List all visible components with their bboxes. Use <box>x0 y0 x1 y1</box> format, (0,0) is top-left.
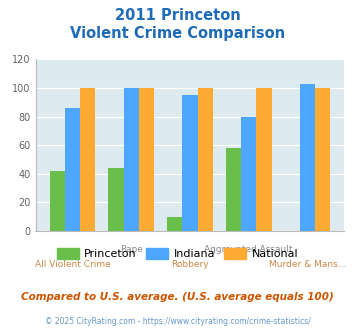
Bar <box>65 108 80 231</box>
Bar <box>182 95 198 231</box>
Bar <box>167 217 182 231</box>
Bar <box>50 171 65 231</box>
Bar <box>80 88 95 231</box>
Text: Violent Crime Comparison: Violent Crime Comparison <box>70 26 285 41</box>
Bar <box>300 84 315 231</box>
Text: All Violent Crime: All Violent Crime <box>34 260 110 269</box>
Text: Rape: Rape <box>120 245 143 254</box>
Bar <box>108 168 124 231</box>
Text: Compared to U.S. average. (U.S. average equals 100): Compared to U.S. average. (U.S. average … <box>21 292 334 302</box>
Text: 2011 Princeton: 2011 Princeton <box>115 8 240 23</box>
Bar <box>315 88 330 231</box>
Legend: Princeton, Indiana, National: Princeton, Indiana, National <box>52 244 303 263</box>
Text: Aggravated Assault: Aggravated Assault <box>204 245 293 254</box>
Bar <box>226 148 241 231</box>
Text: Murder & Mans...: Murder & Mans... <box>269 260 346 269</box>
Bar <box>256 88 272 231</box>
Bar <box>198 88 213 231</box>
Bar <box>241 116 256 231</box>
Bar <box>139 88 154 231</box>
Text: Robbery: Robbery <box>171 260 209 269</box>
Bar <box>124 88 139 231</box>
Text: © 2025 CityRating.com - https://www.cityrating.com/crime-statistics/: © 2025 CityRating.com - https://www.city… <box>45 317 310 326</box>
